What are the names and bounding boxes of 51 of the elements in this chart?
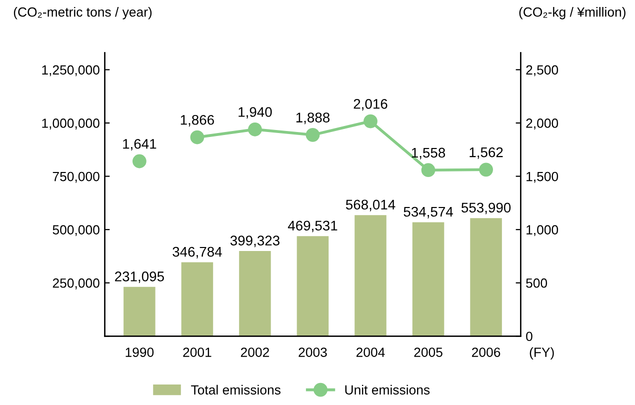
bar <box>296 236 329 336</box>
bar <box>124 286 156 336</box>
x-tick-label: 2001 <box>183 348 212 357</box>
point <box>248 122 262 136</box>
point <box>479 162 493 177</box>
bar <box>181 262 214 336</box>
y2-tick-label: 500 <box>526 278 548 288</box>
point <box>421 163 436 178</box>
y2-tick-label: 0 <box>526 332 532 342</box>
point <box>306 128 320 142</box>
y-axis-title: (CO₂-metric tons / year) <box>14 7 152 20</box>
y-tick-label: 750,000 <box>52 172 100 183</box>
legend-label: Unit emissions <box>345 384 430 395</box>
x-tick-label: 2002 <box>240 348 269 357</box>
data-label: 1,866 <box>180 114 214 126</box>
x-tick-label: 2006 <box>472 348 500 357</box>
y2-tick-label: 1,000 <box>526 225 558 236</box>
point <box>190 130 204 144</box>
x-tick-label: 2005 <box>414 348 442 357</box>
data-label: 534,574 <box>404 206 453 218</box>
data-label: 2,016 <box>354 98 388 110</box>
y2-tick-label: 2,500 <box>526 65 558 76</box>
bar <box>239 251 271 336</box>
data-label: 1,558 <box>412 148 446 160</box>
data-label: 399,323 <box>230 236 280 248</box>
data-label: 346,784 <box>172 246 222 258</box>
bar <box>470 218 502 336</box>
legend-label: Total emissions <box>191 384 280 395</box>
x-tick-label: 2003 <box>298 348 327 357</box>
point <box>132 154 146 168</box>
y-tick-label: 500,000 <box>52 225 100 236</box>
data-label: 1,562 <box>470 147 503 159</box>
bar <box>354 215 386 336</box>
y-tick-label: 1,000,000 <box>42 118 100 130</box>
data-label: 1,940 <box>238 107 272 119</box>
x-axis-title: (FY) <box>530 347 554 360</box>
point <box>364 114 378 128</box>
data-label: 469,531 <box>288 220 338 232</box>
x-tick-label: 2004 <box>356 348 385 357</box>
data-label: 1,641 <box>123 138 156 150</box>
bar <box>412 222 444 336</box>
data-label: 231,095 <box>115 272 164 284</box>
y2-tick-label: 1,500 <box>526 172 558 183</box>
data-label: 568,014 <box>346 200 396 212</box>
x-tick-label: 1990 <box>126 348 154 357</box>
y2-axis-title: (CO₂-kg / ¥million) <box>519 7 626 20</box>
y-tick-label: 250,000 <box>52 278 100 290</box>
y-tick-label: 1,250,000 <box>42 65 100 76</box>
data-label: 1,888 <box>296 112 330 124</box>
data-label: 553,990 <box>461 202 511 214</box>
y2-tick-label: 2,000 <box>526 118 558 130</box>
